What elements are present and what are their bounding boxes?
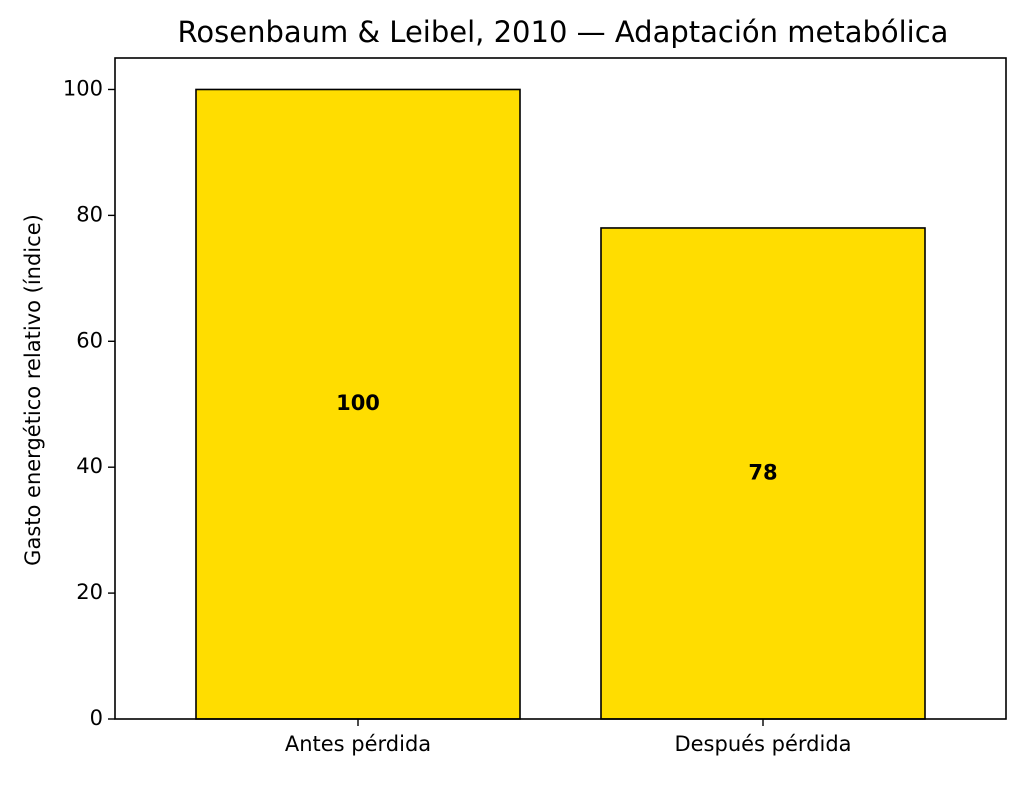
y-tick-label: 20 xyxy=(76,580,103,604)
y-tick-label: 40 xyxy=(76,454,103,478)
y-tick-label: 100 xyxy=(63,76,103,100)
y-tick-label: 60 xyxy=(76,328,103,352)
bar xyxy=(195,88,521,720)
bar xyxy=(600,227,926,720)
bar-value-label: 78 xyxy=(748,460,777,484)
plot-frame xyxy=(114,57,1007,720)
y-axis-label: Gasto energético relativo (índice) xyxy=(21,214,45,566)
y-tick-label: 0 xyxy=(90,706,103,730)
y-tick-label: 80 xyxy=(76,202,103,226)
x-tick-label: Antes pérdida xyxy=(285,732,431,756)
x-tick-label: Después pérdida xyxy=(674,732,851,756)
plot-area: 100 78 0 20 40 60 80 100 Antes pérdida Después pé… xyxy=(63,76,926,756)
bar-value-label: 100 xyxy=(336,391,380,415)
chart-title: Rosenbaum & Leibel, 2010 — Adaptación me… xyxy=(178,15,949,49)
